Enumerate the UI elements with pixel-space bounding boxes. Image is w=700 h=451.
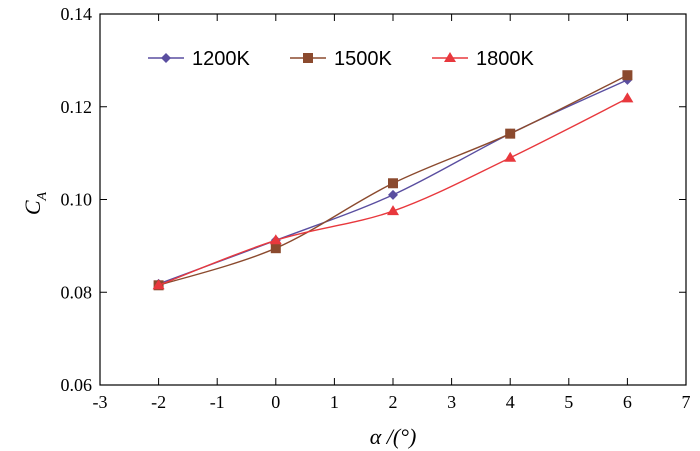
x-tick-label: 6	[623, 392, 632, 412]
data-point	[269, 234, 282, 245]
legend-item: 1500K	[290, 48, 392, 70]
data-point	[270, 243, 281, 254]
x-tick-label: -3	[93, 392, 108, 412]
data-point	[388, 178, 398, 189]
legend-label: 1200K	[192, 48, 250, 70]
y-tick-label: 0.12	[61, 97, 93, 117]
x-tick-label: 5	[564, 392, 573, 412]
x-tick-label: -2	[151, 392, 166, 412]
series-1500K	[153, 70, 633, 291]
legend-marker	[161, 53, 171, 63]
x-tick-label: 4	[506, 392, 515, 412]
y-tick-label: 0.14	[61, 4, 93, 24]
data-point	[387, 205, 399, 216]
legend-label: 1500K	[334, 48, 392, 70]
x-tick-label: 0	[271, 392, 280, 412]
x-tick-label: 2	[389, 392, 398, 412]
x-tick-label: 7	[682, 392, 691, 412]
x-axis-label: α /(°)	[370, 424, 417, 449]
legend: 1200K 1500K 1800K	[148, 48, 534, 70]
legend-item: 1800K	[432, 48, 534, 70]
y-axis-label: CA	[20, 191, 50, 215]
legend-label: 1800K	[476, 48, 534, 70]
data-point	[388, 189, 398, 200]
x-tick-label: 3	[447, 392, 456, 412]
legend-marker	[303, 53, 313, 63]
series-layer	[152, 70, 634, 291]
legend-marker	[444, 52, 456, 62]
x-axis: -3 -2 -1 0 1 2 3 4 5 6 7	[93, 14, 691, 412]
y-axis: 0.06 0.08 0.10 0.12 0.14	[61, 4, 686, 395]
legend-item: 1200K	[148, 48, 250, 70]
series-1800K	[152, 92, 634, 290]
y-tick-label: 0.06	[61, 375, 93, 395]
y-tick-label: 0.08	[61, 282, 93, 302]
data-point	[504, 151, 517, 162]
data-point	[505, 128, 516, 139]
x-tick-label: 1	[330, 392, 339, 412]
data-point	[152, 279, 165, 290]
x-tick-label: -1	[210, 392, 225, 412]
y-tick-label: 0.10	[61, 190, 93, 210]
y-axis-label-subscript: A	[35, 191, 50, 201]
y-axis-label-main: C	[20, 200, 45, 215]
data-point	[621, 92, 634, 103]
data-point	[622, 70, 633, 81]
